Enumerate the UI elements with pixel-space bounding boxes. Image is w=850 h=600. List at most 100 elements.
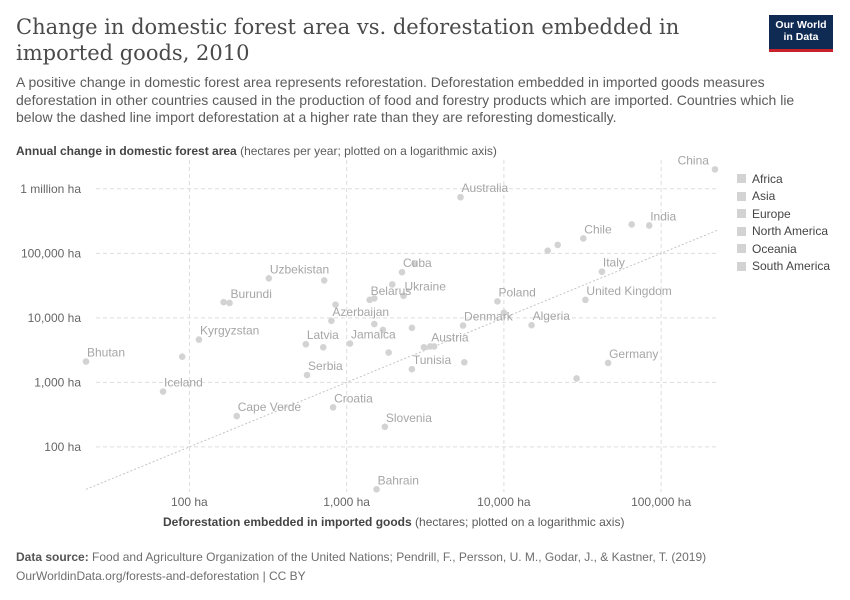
point-label: Belarus bbox=[371, 284, 412, 298]
point-italy bbox=[598, 268, 606, 275]
point-label: Cuba bbox=[403, 256, 432, 270]
legend-label: North America bbox=[752, 224, 829, 239]
point-slovenia bbox=[381, 423, 389, 431]
legend-swatch bbox=[737, 261, 746, 271]
source-line: Data source: Food and Agriculture Organi… bbox=[16, 548, 706, 567]
x-tick-label: 100,000 ha bbox=[631, 495, 691, 509]
point-china bbox=[711, 166, 719, 173]
point-label: Algeria bbox=[533, 309, 571, 323]
point-kyrgyzstan bbox=[195, 336, 203, 343]
legend-swatch bbox=[737, 226, 746, 236]
y-equals-x-line bbox=[85, 229, 719, 490]
legend-label: Africa bbox=[752, 171, 783, 186]
point-label: Austria bbox=[431, 330, 469, 344]
footer: Data source: Food and Agriculture Organi… bbox=[16, 548, 706, 586]
point-label: Chile bbox=[584, 222, 612, 236]
point-label: Croatia bbox=[334, 391, 373, 405]
point-label: Jamaica bbox=[351, 328, 396, 342]
grid-lines bbox=[96, 160, 718, 492]
point-burundi bbox=[226, 299, 233, 307]
data-point bbox=[420, 343, 428, 351]
legend-item[interactable]: North America bbox=[737, 223, 830, 241]
point-serbia bbox=[303, 371, 311, 379]
point-bahrain bbox=[373, 486, 380, 493]
legend-swatch bbox=[737, 244, 746, 254]
data-point bbox=[408, 324, 416, 332]
point-bhutan bbox=[82, 358, 90, 365]
source-text: Food and Agriculture Organization of the… bbox=[88, 550, 707, 564]
point-algeria bbox=[528, 321, 535, 329]
point-label: India bbox=[650, 209, 676, 223]
point-label: Cape Verde bbox=[238, 400, 302, 414]
point-germany bbox=[604, 359, 612, 367]
point-label: China bbox=[678, 153, 710, 167]
x-tick-label: 1,000 ha bbox=[323, 495, 370, 509]
point-united-kingdom bbox=[582, 296, 589, 304]
data-point bbox=[388, 281, 396, 288]
data-point bbox=[319, 343, 327, 351]
point-iceland bbox=[159, 388, 167, 395]
point-india bbox=[645, 222, 653, 229]
source-label: Data source: bbox=[16, 550, 89, 564]
legend-label: Europe bbox=[752, 206, 791, 221]
point-ukraine bbox=[400, 292, 407, 300]
point-label: Iceland bbox=[164, 376, 203, 390]
legend-label: Oceania bbox=[752, 241, 797, 256]
legend-item[interactable]: Asia bbox=[737, 188, 830, 206]
point-label: United Kingdom bbox=[586, 284, 671, 298]
legend-item[interactable]: Africa bbox=[737, 170, 830, 188]
point-label: Bahrain bbox=[378, 473, 419, 487]
legend-item[interactable]: South America bbox=[737, 258, 830, 276]
y-axis-title-rest: (hectares per year; plotted on a logarit… bbox=[236, 144, 497, 158]
data-points bbox=[82, 166, 719, 493]
legend-swatch bbox=[737, 174, 746, 184]
x-axis-title-bold: Deforestation embedded in imported goods bbox=[163, 515, 412, 529]
logo-line-2: in Data bbox=[783, 31, 819, 43]
point-poland bbox=[494, 298, 501, 305]
x-tick-label: 100 ha bbox=[171, 495, 208, 509]
point-label: Serbia bbox=[308, 359, 343, 373]
point-label: Uzbekistan bbox=[270, 262, 329, 276]
point-cuba bbox=[398, 268, 406, 276]
point-label: Germany bbox=[609, 347, 658, 361]
data-point bbox=[379, 326, 387, 334]
point-australia bbox=[457, 193, 464, 201]
legend: Africa Asia Europe North America Oceania Sout… bbox=[737, 170, 830, 275]
scatter-plot: 100 ha 1,000 ha 10,000 ha 100,000 ha 100 ha 1… bbox=[20, 153, 719, 509]
point-label: Tunisia bbox=[413, 353, 452, 367]
data-point bbox=[371, 320, 378, 328]
point-label: Australia bbox=[462, 181, 509, 195]
data-point bbox=[573, 375, 580, 382]
point-jamaica bbox=[346, 340, 354, 347]
y-axis-title-bold: Annual change in domestic forest area bbox=[16, 144, 237, 158]
point-azerbaijan bbox=[328, 317, 335, 325]
y-axis-title: Annual change in domestic forest area (h… bbox=[16, 144, 497, 158]
point-label: Kyrgyzstan bbox=[200, 324, 259, 338]
point-label: Azerbaijan bbox=[332, 305, 389, 319]
legend-item[interactable]: Oceania bbox=[737, 240, 830, 258]
logo-line-1: Our World bbox=[775, 19, 827, 31]
point-chile bbox=[580, 235, 587, 242]
point-labels: China Australia India Chile Italy United King… bbox=[87, 153, 709, 487]
x-tick-label: 10,000 ha bbox=[477, 495, 531, 509]
point-croatia bbox=[329, 404, 337, 411]
legend-swatch bbox=[737, 191, 746, 201]
point-label: Latvia bbox=[307, 328, 339, 342]
y-tick-label: 10,000 ha bbox=[28, 311, 82, 325]
chart-title: Change in domestic forest area vs. defor… bbox=[16, 15, 680, 65]
data-point bbox=[554, 241, 562, 249]
y-tick-label: 1,000 ha bbox=[34, 375, 81, 389]
y-tick-label: 100 ha bbox=[44, 440, 81, 454]
point-label: Ukraine bbox=[405, 280, 447, 294]
url-line[interactable]: OurWorldinData.org/forests-and-deforesta… bbox=[16, 569, 306, 583]
legend-label: Asia bbox=[752, 189, 776, 204]
point-uzbekistan bbox=[265, 275, 273, 282]
data-point bbox=[220, 298, 227, 306]
legend-swatch bbox=[737, 209, 746, 219]
legend-item[interactable]: Europe bbox=[737, 205, 830, 223]
x-axis-title-rest: (hectares; plotted on a logarithmic axis… bbox=[411, 515, 625, 529]
data-point bbox=[460, 358, 468, 366]
owid-logo[interactable]: Our World in Data bbox=[769, 15, 833, 52]
point-label: Slovenia bbox=[386, 411, 432, 425]
data-point bbox=[320, 277, 328, 284]
